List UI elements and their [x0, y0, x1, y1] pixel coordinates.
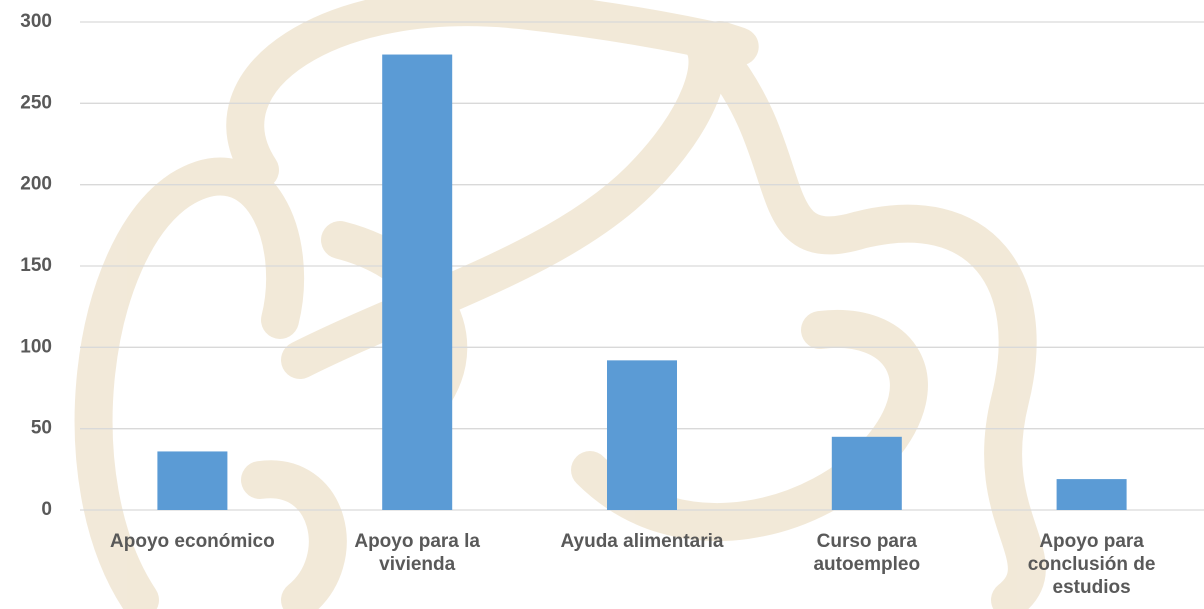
x-tick-label: Apoyo para conclusión de estudios [1027, 531, 1156, 598]
x-tick-label: Apoyo económico [110, 531, 275, 552]
bar [157, 451, 228, 510]
x-tick-label: Ayuda alimentaria [560, 531, 724, 552]
x-tick-label: Curso para autoempleo [813, 531, 921, 575]
bar [1056, 479, 1127, 510]
bar [831, 436, 902, 510]
y-tick-label: 100 [20, 336, 52, 357]
bar [607, 360, 677, 510]
y-tick-label: 300 [20, 11, 52, 32]
y-tick-label: 50 [31, 418, 52, 439]
watermark [74, 0, 1046, 609]
y-tick-label: 200 [20, 174, 52, 195]
bar [382, 54, 453, 511]
x-tick-label: Apoyo para la vivienda [354, 531, 481, 575]
y-tick-label: 0 [41, 499, 52, 520]
y-tick-label: 150 [20, 255, 52, 276]
y-tick-label: 250 [20, 92, 52, 113]
